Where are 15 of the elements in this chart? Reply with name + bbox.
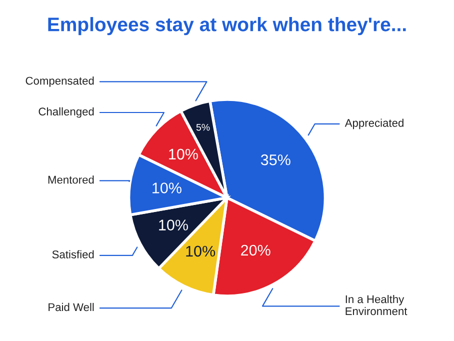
data-label: 10% bbox=[186, 246, 216, 257]
slice-label: Satisfied bbox=[52, 250, 94, 258]
slice-label: Mentored bbox=[48, 176, 94, 184]
data-label: 5% bbox=[196, 124, 210, 131]
data-label: 10% bbox=[169, 148, 198, 160]
data-label: 20% bbox=[241, 244, 270, 256]
slice-label: Compensated bbox=[26, 76, 94, 87]
slice-label: Challenged bbox=[38, 107, 94, 118]
data-label: 10% bbox=[159, 220, 188, 230]
slice-label: Paid Well bbox=[48, 302, 94, 312]
chart-title: Employees stay at work when they're... bbox=[48, 17, 406, 36]
slice-label: In a Healthy Environment bbox=[346, 295, 408, 316]
data-label: 10% bbox=[152, 182, 182, 194]
data-label: 35% bbox=[260, 154, 290, 166]
slice-label: Appreciated bbox=[344, 118, 404, 130]
